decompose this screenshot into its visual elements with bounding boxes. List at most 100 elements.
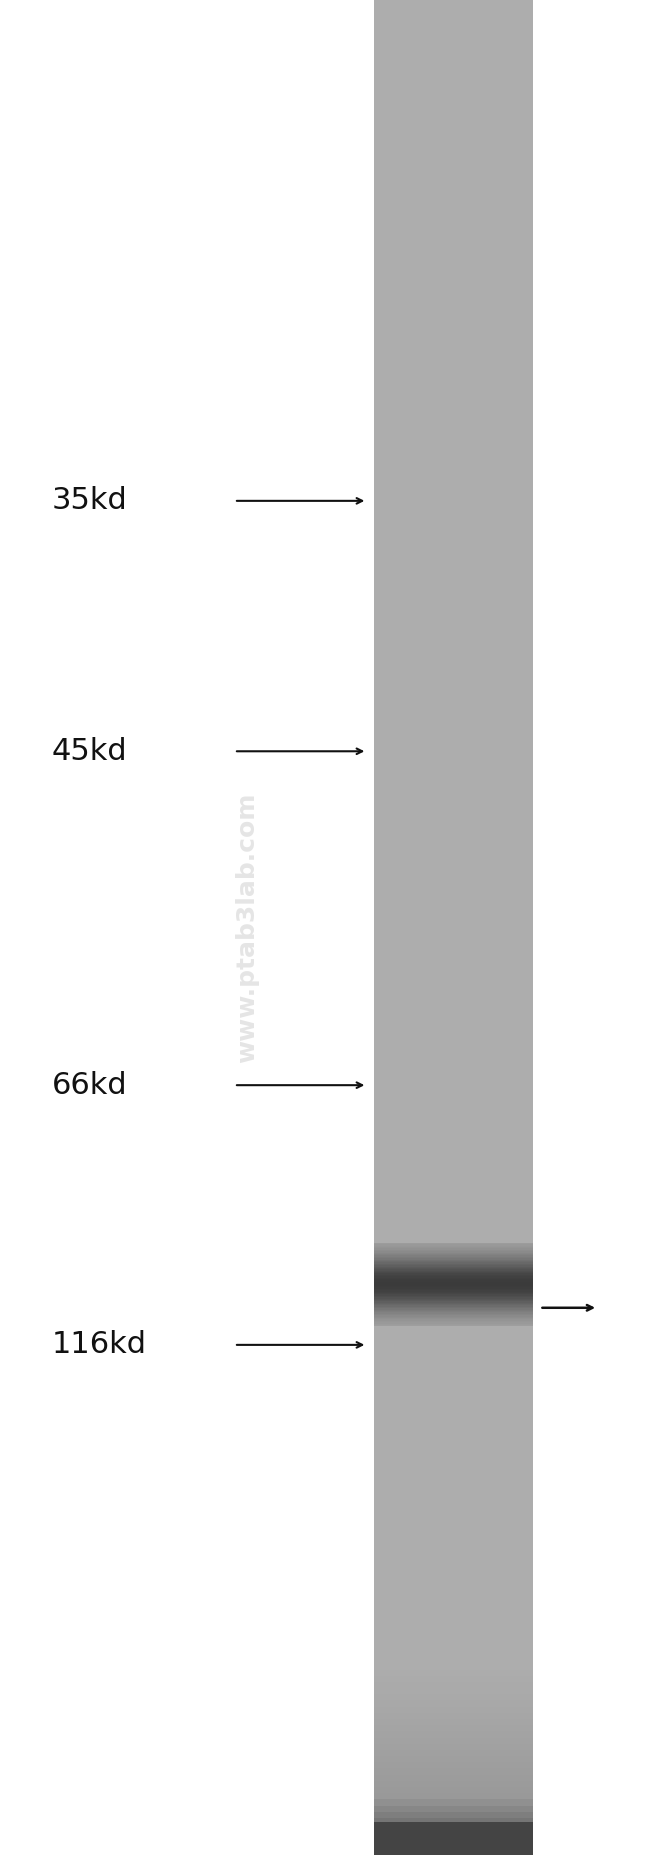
FancyBboxPatch shape bbox=[374, 1651, 533, 1657]
FancyBboxPatch shape bbox=[374, 1248, 533, 1256]
FancyBboxPatch shape bbox=[374, 1460, 533, 1465]
FancyBboxPatch shape bbox=[374, 501, 533, 506]
FancyBboxPatch shape bbox=[374, 1744, 533, 1749]
FancyBboxPatch shape bbox=[374, 228, 533, 236]
FancyBboxPatch shape bbox=[374, 965, 533, 970]
FancyBboxPatch shape bbox=[374, 989, 533, 996]
FancyBboxPatch shape bbox=[374, 377, 533, 384]
FancyBboxPatch shape bbox=[374, 1286, 533, 1293]
FancyBboxPatch shape bbox=[374, 358, 533, 365]
FancyBboxPatch shape bbox=[374, 562, 533, 569]
FancyBboxPatch shape bbox=[374, 1391, 533, 1397]
FancyBboxPatch shape bbox=[374, 1731, 533, 1738]
FancyBboxPatch shape bbox=[374, 1601, 533, 1608]
FancyBboxPatch shape bbox=[374, 1243, 533, 1248]
FancyBboxPatch shape bbox=[374, 310, 533, 315]
FancyBboxPatch shape bbox=[374, 371, 533, 377]
FancyBboxPatch shape bbox=[374, 940, 533, 946]
FancyBboxPatch shape bbox=[374, 414, 533, 421]
FancyBboxPatch shape bbox=[374, 204, 533, 210]
FancyBboxPatch shape bbox=[374, 223, 533, 228]
FancyBboxPatch shape bbox=[374, 1293, 533, 1298]
FancyBboxPatch shape bbox=[374, 347, 533, 352]
FancyBboxPatch shape bbox=[374, 130, 533, 135]
FancyBboxPatch shape bbox=[374, 1823, 533, 1831]
FancyBboxPatch shape bbox=[374, 1595, 533, 1601]
FancyBboxPatch shape bbox=[374, 1119, 533, 1126]
FancyBboxPatch shape bbox=[374, 1582, 533, 1590]
FancyBboxPatch shape bbox=[374, 1187, 533, 1193]
FancyBboxPatch shape bbox=[374, 1206, 533, 1211]
FancyBboxPatch shape bbox=[374, 1577, 533, 1582]
FancyBboxPatch shape bbox=[374, 1057, 533, 1063]
FancyBboxPatch shape bbox=[374, 1230, 533, 1237]
FancyBboxPatch shape bbox=[374, 339, 533, 347]
Text: 116kd: 116kd bbox=[52, 1330, 147, 1360]
FancyBboxPatch shape bbox=[374, 766, 533, 774]
FancyBboxPatch shape bbox=[374, 853, 533, 859]
FancyBboxPatch shape bbox=[374, 1831, 533, 1836]
FancyBboxPatch shape bbox=[374, 785, 533, 792]
FancyBboxPatch shape bbox=[374, 1052, 533, 1057]
FancyBboxPatch shape bbox=[374, 1360, 533, 1367]
FancyBboxPatch shape bbox=[374, 210, 533, 217]
FancyBboxPatch shape bbox=[374, 1089, 533, 1094]
FancyBboxPatch shape bbox=[374, 32, 533, 37]
FancyBboxPatch shape bbox=[374, 488, 533, 495]
FancyBboxPatch shape bbox=[374, 1182, 533, 1187]
FancyBboxPatch shape bbox=[374, 1415, 533, 1423]
FancyBboxPatch shape bbox=[374, 1471, 533, 1478]
FancyBboxPatch shape bbox=[374, 1720, 533, 1725]
FancyBboxPatch shape bbox=[374, 755, 533, 761]
FancyBboxPatch shape bbox=[374, 180, 533, 186]
FancyBboxPatch shape bbox=[374, 890, 533, 896]
FancyBboxPatch shape bbox=[374, 390, 533, 395]
FancyBboxPatch shape bbox=[374, 729, 533, 736]
FancyBboxPatch shape bbox=[374, 835, 533, 840]
FancyBboxPatch shape bbox=[374, 1386, 533, 1391]
FancyBboxPatch shape bbox=[374, 618, 533, 625]
FancyBboxPatch shape bbox=[374, 1378, 533, 1386]
FancyBboxPatch shape bbox=[374, 1026, 533, 1033]
FancyBboxPatch shape bbox=[374, 1571, 533, 1577]
FancyBboxPatch shape bbox=[374, 37, 533, 43]
FancyBboxPatch shape bbox=[374, 556, 533, 562]
FancyBboxPatch shape bbox=[374, 148, 533, 154]
FancyBboxPatch shape bbox=[374, 742, 533, 748]
FancyBboxPatch shape bbox=[374, 43, 533, 50]
FancyBboxPatch shape bbox=[374, 403, 533, 408]
FancyBboxPatch shape bbox=[374, 1447, 533, 1452]
FancyBboxPatch shape bbox=[374, 1849, 533, 1855]
FancyBboxPatch shape bbox=[374, 1211, 533, 1219]
FancyBboxPatch shape bbox=[374, 922, 533, 928]
FancyBboxPatch shape bbox=[374, 1749, 533, 1757]
FancyBboxPatch shape bbox=[374, 1688, 533, 1694]
FancyBboxPatch shape bbox=[374, 1323, 533, 1330]
FancyBboxPatch shape bbox=[374, 1707, 533, 1712]
FancyBboxPatch shape bbox=[374, 236, 533, 241]
FancyBboxPatch shape bbox=[374, 933, 533, 940]
FancyBboxPatch shape bbox=[374, 427, 533, 432]
FancyBboxPatch shape bbox=[374, 1508, 533, 1516]
FancyBboxPatch shape bbox=[374, 983, 533, 989]
FancyBboxPatch shape bbox=[374, 896, 533, 903]
FancyBboxPatch shape bbox=[374, 649, 533, 655]
FancyBboxPatch shape bbox=[374, 803, 533, 811]
FancyBboxPatch shape bbox=[374, 365, 533, 371]
FancyBboxPatch shape bbox=[374, 599, 533, 607]
FancyBboxPatch shape bbox=[374, 829, 533, 835]
FancyBboxPatch shape bbox=[374, 321, 533, 328]
FancyBboxPatch shape bbox=[374, 464, 533, 469]
FancyBboxPatch shape bbox=[374, 1794, 533, 1799]
FancyBboxPatch shape bbox=[374, 273, 533, 278]
FancyBboxPatch shape bbox=[374, 61, 533, 69]
FancyBboxPatch shape bbox=[374, 1224, 533, 1230]
FancyBboxPatch shape bbox=[374, 395, 533, 403]
FancyBboxPatch shape bbox=[374, 1145, 533, 1150]
FancyBboxPatch shape bbox=[374, 538, 533, 544]
FancyBboxPatch shape bbox=[374, 779, 533, 785]
FancyBboxPatch shape bbox=[374, 1775, 533, 1781]
FancyBboxPatch shape bbox=[374, 1107, 533, 1113]
FancyBboxPatch shape bbox=[374, 469, 533, 477]
FancyBboxPatch shape bbox=[374, 143, 533, 148]
